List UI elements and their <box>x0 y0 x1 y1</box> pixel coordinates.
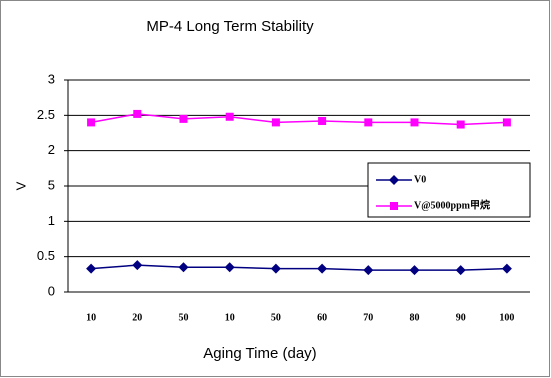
data-point <box>86 263 97 274</box>
x-tick-label: 20 <box>132 312 142 323</box>
y-tick-label: 1 <box>48 213 55 228</box>
x-tick-label: 10 <box>225 312 235 323</box>
y-tick-label: 0.5 <box>37 248 55 263</box>
x-axis-label: Aging Time (day) <box>203 345 316 362</box>
data-point <box>270 263 281 274</box>
x-tick-label: 50 <box>271 312 281 323</box>
data-point <box>318 116 327 125</box>
legend-marker <box>389 175 399 185</box>
y-tick-label: 5 <box>48 177 55 192</box>
data-point <box>225 112 234 121</box>
y-tick-label: 0 <box>48 283 55 298</box>
data-point <box>87 118 96 127</box>
legend-marker <box>390 202 398 210</box>
y-tick-label: 2.5 <box>37 107 55 122</box>
series-line <box>91 264 507 271</box>
chart-title: MP-4 Long Term Stability <box>146 18 314 35</box>
data-point <box>133 109 142 118</box>
data-point <box>178 262 189 273</box>
x-tick-label: 100 <box>499 312 514 323</box>
x-tick-label: 70 <box>363 312 373 323</box>
x-tick-label: 90 <box>456 312 466 323</box>
x-tick-label: 10 <box>86 312 96 323</box>
legend-label: V@5000ppm甲烷 <box>414 198 490 211</box>
data-point <box>409 265 420 276</box>
y-axis-label: V <box>13 181 28 190</box>
y-tick-label: 3 <box>48 71 55 86</box>
data-point <box>132 260 143 271</box>
data-point <box>179 114 188 123</box>
data-point <box>364 118 373 127</box>
data-point <box>271 118 280 127</box>
data-point <box>363 265 374 276</box>
data-point <box>502 118 511 127</box>
x-tick-label: 80 <box>410 312 420 323</box>
x-tick-label: 50 <box>179 312 189 323</box>
data-point <box>455 265 466 276</box>
data-point <box>501 263 512 274</box>
legend-label: V0 <box>414 174 426 185</box>
data-point <box>410 118 419 127</box>
data-point <box>224 262 235 273</box>
data-point <box>456 120 465 129</box>
y-tick-label: 2 <box>48 142 55 157</box>
data-point <box>317 263 328 274</box>
series-line <box>90 113 507 126</box>
x-tick-label: 60 <box>317 312 327 323</box>
